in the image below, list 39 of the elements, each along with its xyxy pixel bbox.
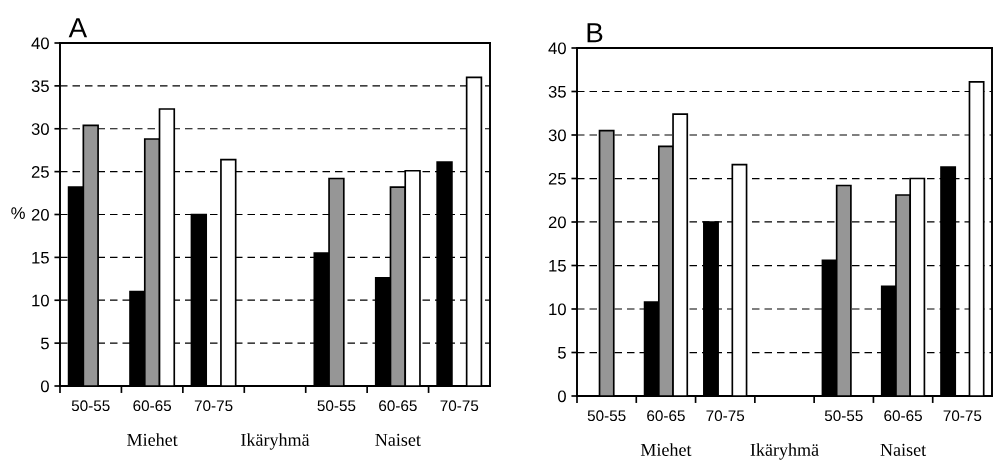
x-tick-label: 60-65 bbox=[647, 410, 685, 422]
chart-title: A bbox=[68, 18, 88, 38]
chart-title: B bbox=[587, 23, 603, 43]
y-tick-label: 40 bbox=[548, 42, 566, 55]
x-tick-label: 60-65 bbox=[133, 400, 172, 412]
x-tick-label: 60-65 bbox=[884, 410, 922, 422]
x-tick-label: 50-55 bbox=[587, 410, 626, 422]
y-tick-label: 25 bbox=[548, 172, 566, 185]
y-tick-label: 35 bbox=[31, 80, 49, 93]
y-tick-label: 15 bbox=[32, 251, 49, 264]
x-tick-label: 70-75 bbox=[440, 400, 479, 412]
y-tick-label: 40 bbox=[31, 37, 49, 50]
y-tick-label: 5 bbox=[40, 337, 49, 350]
y-tick-label: 30 bbox=[548, 129, 566, 142]
y-tick-label: 0 bbox=[40, 380, 49, 393]
x-tick-label: 70-75 bbox=[706, 410, 745, 422]
x-tick-label: 50-55 bbox=[317, 400, 356, 412]
x-tick-label: 50-55 bbox=[71, 400, 110, 412]
text: Naiset bbox=[375, 433, 421, 446]
y-tick-label: 20 bbox=[548, 216, 566, 229]
y-tick-label: 10 bbox=[549, 303, 566, 316]
x-tick-label: 70-75 bbox=[194, 400, 233, 412]
y-tick-label: 5 bbox=[557, 347, 566, 359]
x-axis-title: Ikäryhmä bbox=[241, 433, 310, 450]
y-tick-label: 20 bbox=[31, 208, 49, 221]
text: Miehet bbox=[640, 443, 692, 456]
y-tick-label: 25 bbox=[31, 166, 49, 178]
x-tick-label: 70-75 bbox=[943, 410, 982, 422]
y-axis-title: % bbox=[11, 207, 25, 219]
y-tick-label: 30 bbox=[31, 123, 49, 135]
x-tick-label: 50-55 bbox=[824, 410, 863, 422]
text: Naiset bbox=[880, 443, 927, 456]
y-tick-label: 0 bbox=[557, 390, 566, 403]
y-tick-label: 15 bbox=[549, 260, 566, 272]
y-tick-label: 35 bbox=[548, 85, 566, 98]
x-tick-label: 60-65 bbox=[379, 400, 417, 412]
text: Miehet bbox=[127, 433, 178, 446]
x-axis-title: Ikäryhmä bbox=[750, 443, 819, 460]
y-tick-label: 10 bbox=[32, 294, 49, 307]
